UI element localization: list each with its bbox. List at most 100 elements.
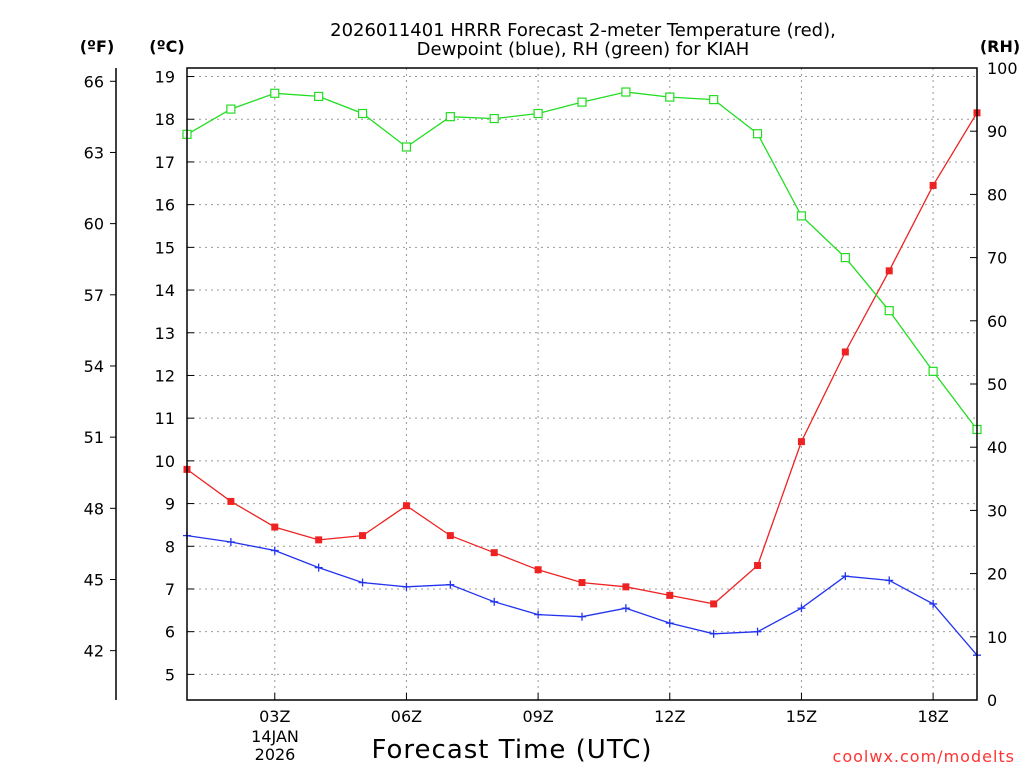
fahrenheit-tick-label: 60	[84, 215, 104, 234]
fahrenheit-tick-label: 42	[84, 642, 104, 661]
rh-tick-label: 70	[987, 249, 1007, 268]
dewpoint-point	[314, 563, 323, 572]
rh-point	[357, 108, 368, 119]
temperature-point	[710, 600, 718, 608]
data-series	[182, 87, 982, 660]
dewpoint-point	[709, 629, 718, 638]
temperature-point	[402, 502, 410, 510]
celsius-tick-label: 9	[165, 495, 175, 514]
rh-tick-label: 90	[987, 122, 1007, 141]
dewpoint-point	[446, 580, 455, 589]
rh-point	[533, 108, 543, 119]
rh-point	[401, 142, 412, 152]
celsius-tick-label: 14	[155, 281, 175, 300]
dewpoint-point	[841, 572, 850, 581]
rh-tick-label: 80	[987, 185, 1007, 204]
celsius-tick-label: 5	[165, 665, 175, 684]
celsius-tick-label: 16	[155, 196, 175, 215]
rh-point	[621, 87, 631, 97]
temperature-point	[622, 583, 630, 591]
celsius-tick-label: 12	[155, 366, 175, 385]
temperature-point	[490, 549, 498, 557]
temperature-point	[534, 566, 542, 574]
chart-title-line1: 2026011401 HRRR Forecast 2-meter Tempera…	[330, 20, 836, 41]
rh-point	[577, 97, 587, 107]
dewpoint-point	[226, 538, 235, 546]
dewpoint-point	[797, 604, 806, 613]
dewpoint-point	[621, 604, 630, 613]
dewpoint-point	[358, 578, 367, 587]
rh-unit-label: (RH)	[980, 37, 1020, 56]
celsius-tick-label: 15	[155, 238, 175, 257]
temperature-point	[797, 438, 805, 446]
dewpoint-point	[534, 610, 543, 619]
temperature-point	[227, 497, 235, 505]
fahrenheit-tick-label: 66	[84, 72, 104, 91]
rh-tick-label: 0	[987, 691, 997, 710]
x-axis-title: Forecast Time (UTC)	[371, 735, 652, 765]
rh-tick-label: 50	[987, 375, 1007, 394]
x-tick-label: 06Z	[391, 707, 422, 726]
rh-point	[796, 211, 807, 221]
fahrenheit-tick-label: 63	[84, 143, 104, 162]
gridlines	[187, 68, 977, 700]
fahrenheit-tick-label: 54	[84, 357, 104, 376]
rh-point	[884, 306, 894, 316]
temperature-point	[359, 532, 367, 540]
fahrenheit-ticks: 42 45 48 51 54 57 60 63 66	[84, 72, 116, 661]
dewpoint-point	[885, 576, 894, 585]
chart-title-line2: Dewpoint (blue), RH (green) for KIAH	[417, 39, 750, 60]
celsius-tick-label: 7	[165, 580, 175, 599]
celsius-tick-label: 17	[155, 153, 175, 172]
date-day-label: 14JAN	[251, 727, 299, 746]
temperature-point	[885, 267, 893, 275]
rh-tick-label: 10	[987, 628, 1007, 647]
rh-point	[226, 104, 236, 114]
rh-tick-label: 20	[987, 565, 1007, 584]
x-tick-label: 15Z	[786, 707, 817, 726]
dewpoint-point	[929, 599, 938, 608]
temperature-point	[929, 181, 937, 189]
credit-text: coolwx.com/modelts	[833, 747, 1015, 766]
rh-point	[270, 88, 280, 98]
rh-point	[445, 112, 455, 122]
dewpoint-point	[270, 546, 279, 555]
rh-point	[489, 113, 499, 124]
celsius-tick-label: 11	[155, 409, 175, 428]
dewpoint-point	[578, 612, 586, 621]
dewpoint-line	[186, 534, 978, 656]
temperature-point	[666, 591, 674, 599]
rh-point	[752, 129, 763, 139]
x-tick-label: 12Z	[654, 707, 685, 726]
fahrenheit-tick-label: 48	[84, 499, 104, 518]
rh-tick-label: 40	[987, 438, 1007, 457]
x-tick-label: 03Z	[259, 707, 290, 726]
celsius-tick-label: 10	[155, 452, 175, 471]
rh-point	[665, 92, 675, 102]
fahrenheit-tick-label: 57	[84, 286, 104, 305]
celsius-tick-label: 13	[155, 324, 175, 343]
rh-tick-label: 30	[987, 501, 1007, 520]
celsius-unit-label: (ºC)	[149, 37, 184, 56]
temperature-point	[841, 348, 849, 356]
rh-point	[314, 91, 324, 102]
rh-point	[709, 94, 719, 105]
celsius-tick-label: 19	[155, 68, 175, 87]
x-axis-ticks: 03Z 06Z 09Z 12Z 15Z 18Z	[259, 693, 949, 726]
rh-point	[840, 253, 850, 263]
rh-point	[928, 366, 938, 376]
temperature-line	[186, 112, 978, 605]
fahrenheit-unit-label: (ºF)	[80, 37, 115, 56]
rh-line	[186, 91, 978, 430]
rh-tick-label: 100	[987, 59, 1018, 78]
celsius-tick-label: 18	[155, 110, 175, 129]
x-tick-label: 09Z	[522, 707, 553, 726]
fahrenheit-tick-label: 51	[84, 428, 104, 447]
celsius-ticks: 5 6 7 8 9 10 11 12 13 14 15 16 17 18 19	[155, 68, 194, 684]
date-year-label: 2026	[255, 745, 296, 764]
rh-tick-label: 60	[987, 312, 1007, 331]
fahrenheit-tick-label: 45	[84, 570, 104, 589]
dewpoint-point	[753, 627, 762, 636]
temperature-point	[578, 579, 586, 587]
